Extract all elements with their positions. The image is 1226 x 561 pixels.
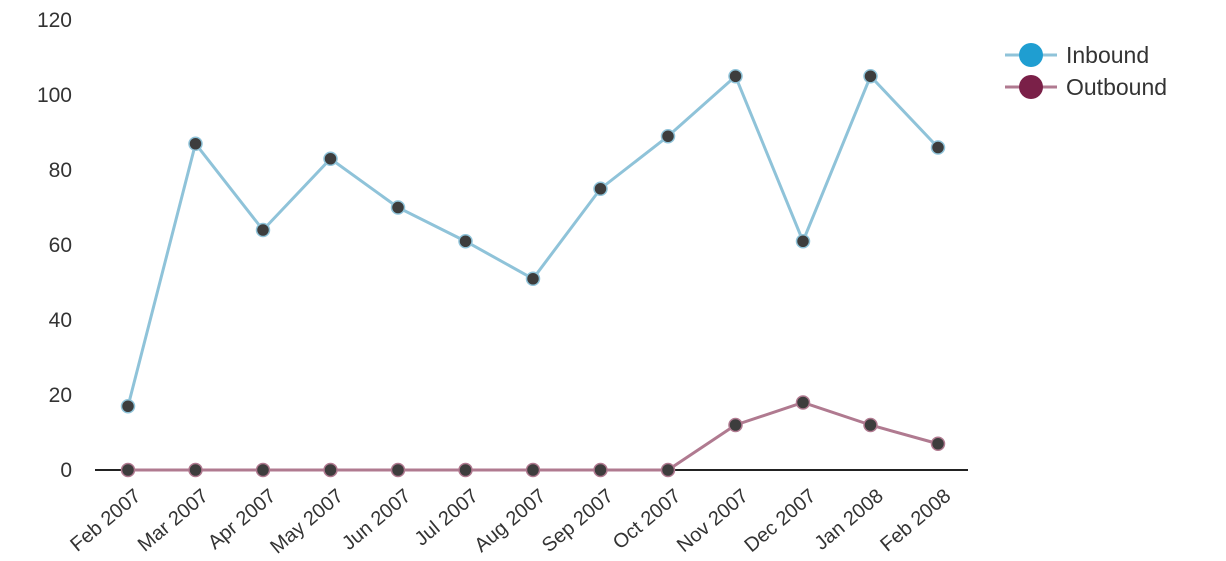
y-tick-label: 60 [49,234,72,257]
series-line-outbound [128,400,939,472]
data-point-outbound[interactable] [458,462,473,478]
data-point-outbound[interactable] [120,462,136,478]
data-point-inbound[interactable] [728,69,743,84]
data-point-outbound[interactable] [795,395,811,410]
data-point-outbound[interactable] [525,462,541,478]
series-line-inbound [126,73,940,407]
series-layer [120,69,946,478]
data-point-outbound[interactable] [863,417,878,433]
data-point-outbound[interactable] [660,462,676,478]
data-point-outbound[interactable] [593,462,608,478]
x-tick-label: Feb 2008 [876,485,955,556]
data-point-inbound[interactable] [525,271,541,286]
data-point-inbound[interactable] [863,69,878,84]
y-tick-label: 40 [49,309,72,332]
x-tick-label: Oct 2007 [609,485,685,554]
y-tick-label: 120 [37,9,72,32]
data-point-inbound[interactable] [458,234,473,249]
legend-label-inbound: Inbound [1066,42,1149,68]
data-point-inbound[interactable] [795,234,811,249]
data-point-inbound[interactable] [323,151,338,166]
data-point-outbound[interactable] [930,436,946,451]
data-point-inbound[interactable] [390,200,406,215]
y-tick-label: 0 [60,459,72,482]
x-tick-label: Sep 2007 [538,485,618,557]
x-tick-label: Aug 2007 [470,485,550,557]
data-point-outbound[interactable] [255,462,271,478]
data-point-outbound[interactable] [390,462,406,478]
data-point-inbound[interactable] [255,222,271,238]
x-tick-label: Mar 2007 [134,485,213,556]
data-point-inbound[interactable] [930,140,946,155]
data-point-outbound[interactable] [323,462,338,478]
x-tick-label: May 2007 [266,485,347,558]
data-point-inbound[interactable] [120,399,136,414]
legend-label-outbound: Outbound [1066,74,1167,100]
x-tick-label: Jan 2008 [811,485,888,555]
y-tick-label: 100 [37,84,72,107]
data-point-outbound[interactable] [728,417,743,433]
legend: Inbound Outbound [1005,42,1167,100]
x-tick-label: Jun 2007 [338,485,415,555]
data-point-inbound[interactable] [188,136,203,151]
legend-marker-outbound [1019,75,1043,99]
legend-marker-inbound [1019,43,1043,67]
data-point-inbound[interactable] [660,129,676,144]
y-axis: 0 20 40 60 80 100 120 [37,9,72,482]
x-tick-label: Nov 2007 [673,485,753,557]
data-point-outbound[interactable] [188,462,203,478]
data-point-inbound[interactable] [593,181,608,196]
x-tick-label: Dec 2007 [740,485,820,557]
x-tick-label: Feb 2007 [66,485,145,556]
y-tick-label: 80 [49,159,72,182]
y-tick-label: 20 [49,384,72,407]
